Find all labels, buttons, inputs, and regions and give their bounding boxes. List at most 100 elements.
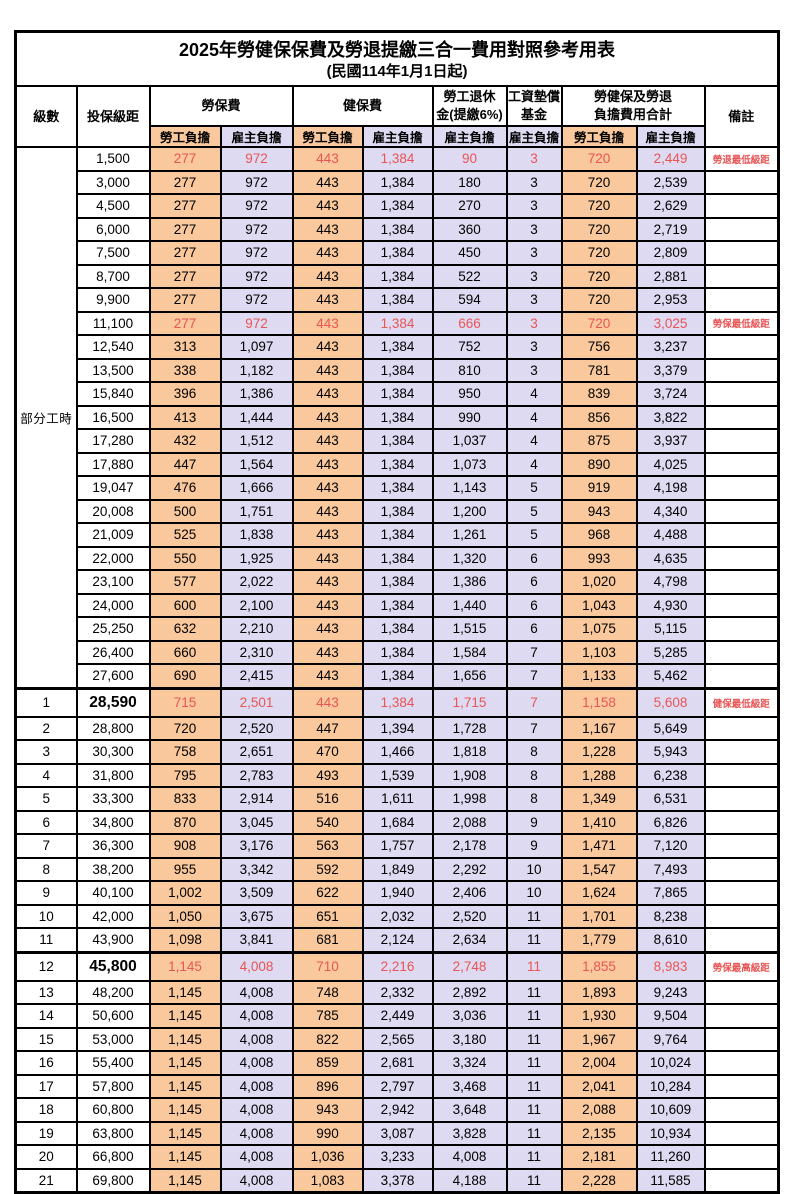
level-cell: 13 — [14, 979, 78, 1005]
bracket-cell: 33,300 — [75, 786, 151, 812]
value-cell: 990 — [431, 404, 508, 430]
table-row: 27,600 690 2,415 443 1,384 1,656 7 1,133 5,462 — [16, 663, 780, 689]
value-cell: 3,828 — [431, 1120, 508, 1146]
value-cell: 5,462 — [635, 663, 706, 689]
value-cell: 3,378 — [361, 1167, 434, 1194]
value-cell: 4 — [505, 381, 563, 407]
value-cell: 1,384 — [361, 193, 434, 219]
value-cell: 1,515 — [431, 616, 508, 642]
remark-cell — [703, 498, 780, 524]
remark-cell — [703, 357, 780, 383]
subheader-pension-employer: 雇主負擔 — [431, 125, 508, 148]
value-cell: 1,103 — [560, 639, 638, 665]
remark-cell — [703, 287, 780, 313]
table-row: 5 33,300 833 2,914 516 1,611 1,998 8 1,349 6,531 — [14, 786, 780, 812]
bracket-cell: 69,800 — [75, 1167, 151, 1194]
value-cell: 1,097 — [219, 334, 294, 360]
value-cell: 1,261 — [431, 522, 508, 548]
value-cell: 1,940 — [361, 880, 434, 906]
remark-cell — [703, 1073, 780, 1099]
value-cell: 277 — [148, 263, 222, 289]
value-cell: 2,681 — [361, 1050, 434, 1076]
value-cell: 4,188 — [431, 1167, 508, 1194]
value-cell: 6 — [505, 592, 563, 618]
value-cell: 4,008 — [219, 1050, 294, 1076]
value-cell: 277 — [148, 287, 222, 313]
fee-table: 2025年勞健保保費及勞退提繳三合一費用對照參考用表 (民國114年1月1日起)… — [14, 30, 781, 1194]
table-row: 8 38,200 955 3,342 592 1,849 2,292 10 1,547 7,493 — [14, 856, 780, 882]
value-cell: 720 — [560, 287, 638, 313]
value-cell: 1,444 — [219, 404, 294, 430]
level-cell: 4 — [14, 762, 78, 788]
remark-cell — [703, 592, 780, 618]
bracket-cell: 17,880 — [75, 451, 151, 477]
bracket-cell: 50,600 — [75, 1003, 151, 1029]
value-cell: 1,384 — [361, 169, 434, 195]
bracket-cell: 1,500 — [75, 146, 151, 172]
remark-cell: 健保最低級距 — [703, 687, 780, 718]
value-cell: 277 — [148, 216, 222, 242]
value-cell: 1,386 — [219, 381, 294, 407]
value-cell: 8,610 — [635, 927, 706, 953]
table-row: 1 28,590 715 2,501 443 1,384 1,715 7 1,158 5,608 健… — [14, 687, 780, 718]
bracket-cell: 28,590 — [75, 687, 151, 718]
value-cell: 1,073 — [431, 451, 508, 477]
value-cell: 3,509 — [219, 880, 294, 906]
value-cell: 4,798 — [635, 569, 706, 595]
value-cell: 8 — [505, 786, 563, 812]
value-cell: 3 — [505, 146, 563, 172]
table-row: 13 48,200 1,145 4,008 748 2,332 2,892 11 1,893 9,… — [14, 979, 780, 1005]
value-cell: 6 — [505, 569, 563, 595]
value-cell: 3 — [505, 357, 563, 383]
value-cell: 4,008 — [219, 1003, 294, 1029]
value-cell: 1,384 — [361, 404, 434, 430]
value-cell: 443 — [291, 263, 364, 289]
remark-cell — [703, 404, 780, 430]
bracket-cell: 28,800 — [75, 715, 151, 741]
value-cell: 500 — [148, 498, 222, 524]
value-cell: 4,008 — [219, 1073, 294, 1099]
level-cell: 9 — [14, 880, 78, 906]
value-cell: 943 — [291, 1097, 364, 1123]
value-cell: 1,288 — [560, 762, 638, 788]
pension-header-line2: 金(提繳6%) — [436, 107, 503, 122]
col-header-health-insurance: 健保費 — [291, 85, 434, 127]
value-cell: 9 — [505, 809, 563, 835]
value-cell: 443 — [291, 569, 364, 595]
value-cell: 443 — [291, 310, 364, 336]
value-cell: 7,865 — [635, 880, 706, 906]
value-cell: 919 — [560, 475, 638, 501]
level-cell: 12 — [14, 951, 78, 982]
value-cell: 270 — [431, 193, 508, 219]
remark-cell — [703, 1120, 780, 1146]
remark-cell — [703, 927, 780, 953]
value-cell: 443 — [291, 522, 364, 548]
bracket-cell: 63,800 — [75, 1120, 151, 1146]
value-cell: 470 — [291, 739, 364, 765]
bracket-cell: 45,800 — [75, 951, 151, 982]
value-cell: 1,779 — [560, 927, 638, 953]
value-cell: 4 — [505, 404, 563, 430]
value-cell: 1,145 — [148, 1003, 222, 1029]
table-row: 13,500 338 1,182 443 1,384 810 3 781 3,379 — [16, 357, 780, 383]
bracket-cell: 3,000 — [75, 169, 151, 195]
bracket-cell: 7,500 — [75, 240, 151, 266]
bracket-cell: 27,600 — [75, 663, 151, 689]
value-cell: 6 — [505, 616, 563, 642]
value-cell: 2,032 — [361, 903, 434, 929]
value-cell: 11 — [505, 1003, 563, 1029]
value-cell: 908 — [148, 833, 222, 859]
value-cell: 3 — [505, 240, 563, 266]
value-cell: 4,008 — [219, 1144, 294, 1170]
value-cell: 443 — [291, 639, 364, 665]
value-cell: 4,008 — [219, 979, 294, 1005]
table-row: 3,000 277 972 443 1,384 180 3 720 2,539 — [16, 169, 780, 195]
level-cell: 16 — [14, 1050, 78, 1076]
value-cell: 5 — [505, 475, 563, 501]
value-cell: 890 — [560, 451, 638, 477]
value-cell: 443 — [291, 616, 364, 642]
value-cell: 7 — [505, 663, 563, 689]
value-cell: 443 — [291, 334, 364, 360]
remark-cell — [703, 381, 780, 407]
value-cell: 8,983 — [635, 951, 706, 982]
